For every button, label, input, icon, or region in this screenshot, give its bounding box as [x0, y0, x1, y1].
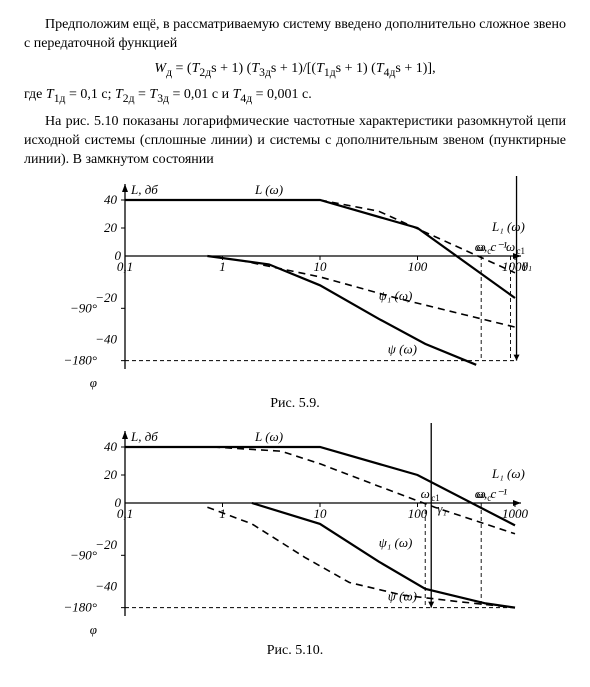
svg-text:L (ω): L (ω) [254, 429, 283, 444]
svg-text:−20: −20 [95, 537, 117, 552]
svg-text:10: 10 [314, 506, 328, 521]
p2a: где [24, 87, 42, 102]
svg-text:L, дб: L, дб [130, 182, 158, 197]
svg-text:0: 0 [115, 495, 122, 510]
svg-text:−40: −40 [95, 331, 117, 346]
sp2: s + 1)/[( [271, 61, 316, 76]
svg-text:1000: 1000 [502, 506, 529, 521]
t3s: 1д [324, 66, 336, 79]
svg-text:40: 40 [104, 439, 118, 454]
sp3: s + 1) ( [336, 61, 376, 76]
svg-text:−90°: −90° [70, 300, 97, 315]
svg-text:20: 20 [104, 220, 118, 235]
svg-text:−20: −20 [95, 289, 117, 304]
svg-text:c: c [487, 493, 491, 503]
svg-text:ψ₁ (ω): ψ₁ (ω) [379, 535, 413, 550]
paragraph-params: где T1д = 0,1 с; T2д = T3д = 0,01 с и T4… [24, 86, 566, 107]
svg-text:100: 100 [408, 506, 428, 521]
t1s: 2д [199, 66, 211, 79]
svg-text:ψ (ω): ψ (ω) [388, 589, 417, 604]
svg-text:L₁ (ω): L₁ (ω) [491, 466, 525, 481]
svg-text:−180°: −180° [64, 600, 97, 615]
svg-text:L, дб: L, дб [130, 429, 158, 444]
p2b: = 0,1 с; [65, 87, 111, 102]
paragraph-fig-desc: На рис. 5.10 показаны логарифмические ча… [24, 113, 566, 170]
svg-text:10: 10 [314, 259, 328, 274]
figure-5-9-chart: 0,11101001000ω, с⁻¹20400L, дб−90°−180°φ−… [55, 176, 535, 391]
svg-text:ω: ω [477, 239, 486, 254]
svg-text:40: 40 [104, 192, 118, 207]
svg-text:−90°: −90° [70, 548, 97, 563]
svg-text:ψ₁ (ω): ψ₁ (ω) [379, 287, 413, 302]
svg-text:c1: c1 [517, 246, 526, 256]
svg-text:ω: ω [506, 239, 515, 254]
p2c: = 0,01 с и [169, 87, 229, 102]
svg-text:L₁ (ω): L₁ (ω) [491, 218, 525, 233]
svg-text:−40: −40 [95, 579, 117, 594]
transfer-function-formula: Wд = (T2дs + 1) (T3дs + 1)/[(T1дs + 1) (… [24, 60, 566, 81]
sp4: s + 1)], [395, 61, 435, 76]
svg-text:ω: ω [421, 486, 430, 501]
svg-text:c: c [487, 246, 491, 256]
p2d: = 0,001 с. [252, 87, 312, 102]
t4: T [376, 61, 384, 76]
t2: T [251, 61, 259, 76]
figure-5-9-caption: Рис. 5.9. [24, 395, 566, 414]
figure-5-10-chart: 0,11101001000ω, с⁻¹20400L, дб−90°−180°φ−… [55, 423, 535, 638]
sp1: s + 1) ( [211, 61, 251, 76]
t3: T [316, 61, 324, 76]
svg-text:L (ω): L (ω) [254, 182, 283, 197]
t2s: 3д [259, 66, 271, 79]
svg-text:0: 0 [115, 248, 122, 263]
paragraph-intro: Предположим ещё, в рассматриваемую систе… [24, 16, 566, 54]
svg-text:100: 100 [408, 259, 428, 274]
figure-5-10-caption: Рис. 5.10. [24, 642, 566, 661]
svg-text:−180°: −180° [64, 352, 97, 367]
svg-text:γ₁: γ₁ [523, 256, 533, 271]
t4s: 4д [384, 66, 396, 79]
svg-text:γ₁: γ₁ [437, 501, 447, 516]
eq-open: = ( [172, 61, 192, 76]
svg-text:φ: φ [90, 375, 97, 390]
svg-text:φ: φ [90, 622, 97, 637]
svg-text:ψ (ω): ψ (ω) [388, 341, 417, 356]
svg-text:20: 20 [104, 467, 118, 482]
sym-w: W [154, 61, 166, 76]
svg-text:ω: ω [477, 486, 486, 501]
svg-text:1: 1 [219, 259, 226, 274]
